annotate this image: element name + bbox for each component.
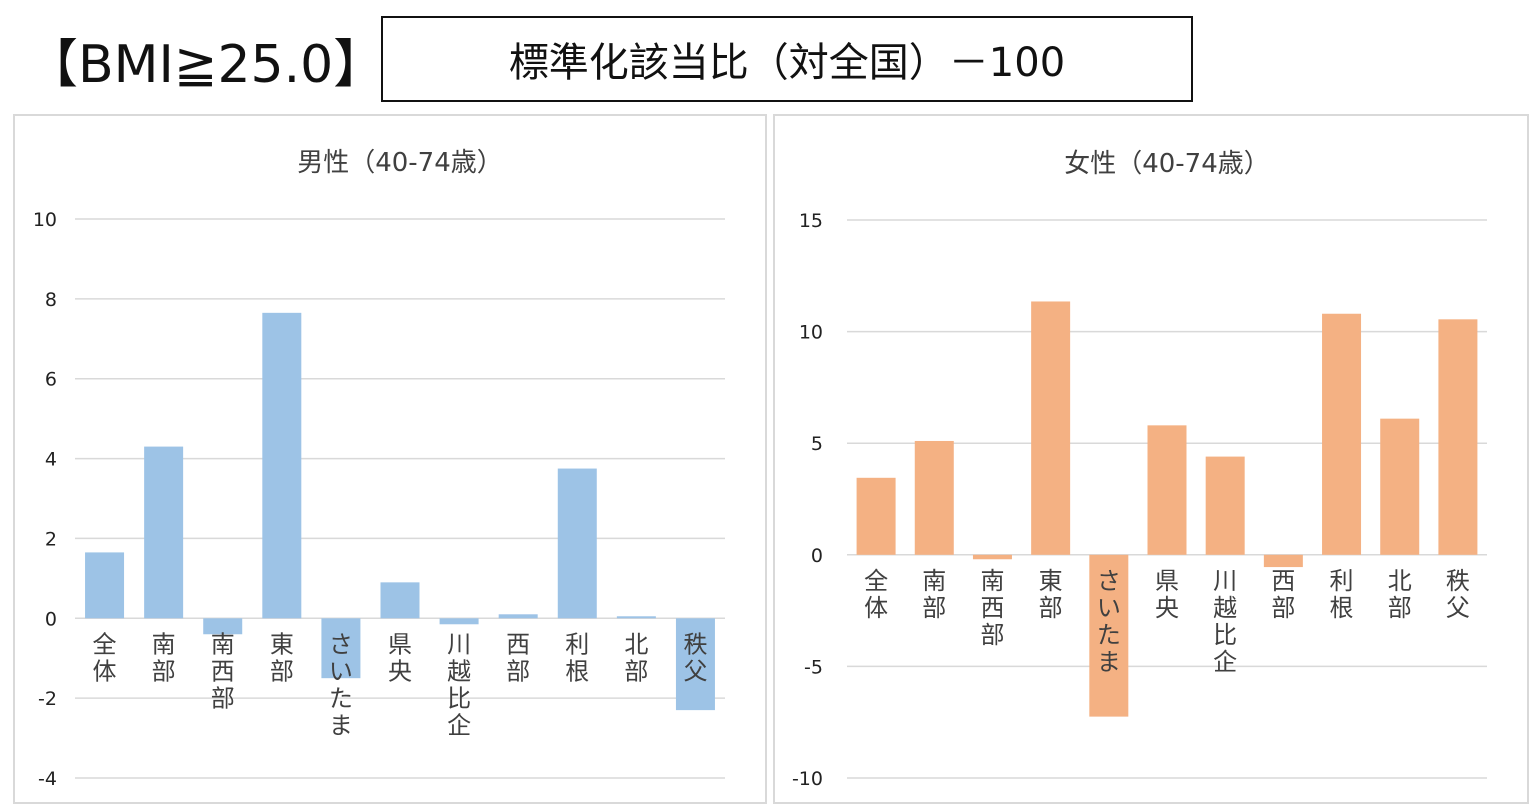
category-label: 全体 <box>93 630 117 685</box>
bar <box>85 552 125 619</box>
category-label: 北部 <box>1388 567 1412 622</box>
bar <box>1205 456 1245 555</box>
bar <box>972 554 1012 560</box>
bar <box>321 618 361 679</box>
category-label: 南部 <box>152 630 176 685</box>
category-label: 秩父 <box>1446 567 1470 622</box>
bar <box>1322 313 1362 555</box>
bar <box>1438 319 1478 555</box>
bar <box>856 477 896 555</box>
y-tick-label: 0 <box>45 608 57 630</box>
bar <box>1031 301 1071 555</box>
bar <box>262 312 302 619</box>
female-chart-panel: 女性（40-74歳） -10 -5 0 5 10 15 全体 南部 南西部 東部 さいたま 県央 川越比企… <box>773 114 1529 804</box>
y-tick-label: 2 <box>45 528 57 550</box>
category-label: 秩父 <box>683 630 707 685</box>
category-label: 東部 <box>1039 567 1063 622</box>
chart-title: 男性（40-74歳） <box>297 148 503 178</box>
category-label: 南西部 <box>980 567 1004 649</box>
category-label: 利根 <box>1330 567 1354 622</box>
male-chart-panel: 男性（40-74歳） -4 -2 0 2 4 6 8 10 全体 南部 南西部 東部 さいたま 県央 川越比企… <box>13 114 767 804</box>
bar <box>1089 554 1129 717</box>
subtitle-box: 標準化該当比（対全国）－100 <box>381 16 1193 102</box>
bar <box>1380 418 1420 555</box>
chart-title: 女性（40-74歳） <box>1064 149 1270 179</box>
category-label: 東部 <box>270 630 294 685</box>
page-title: 【BMI≧25.0】 <box>26 35 386 95</box>
y-tick-label: 15 <box>799 210 823 232</box>
y-tick-label: 4 <box>45 449 57 471</box>
bar <box>616 616 656 619</box>
y-tick-label: 0 <box>811 545 823 567</box>
y-tick-label: 10 <box>799 322 823 344</box>
category-label: 県央 <box>388 630 412 685</box>
y-tick-label: 8 <box>45 289 57 311</box>
bar <box>914 440 954 555</box>
bar <box>144 446 184 619</box>
category-label: さいたま <box>1097 567 1121 676</box>
bar <box>1263 554 1303 568</box>
y-tick-label: 10 <box>33 209 57 231</box>
category-label: さいたま <box>329 630 353 739</box>
category-label: 県央 <box>1155 567 1179 622</box>
subtitle-text: 標準化該当比（対全国）－100 <box>508 40 1066 86</box>
y-tick-label: -10 <box>792 768 823 790</box>
bar <box>675 618 715 711</box>
category-label: 西部 <box>506 630 530 685</box>
category-label: 南西部 <box>211 630 235 712</box>
bar <box>380 582 420 619</box>
category-label: 西部 <box>1271 567 1295 622</box>
bar <box>203 618 243 635</box>
bar <box>1147 425 1187 555</box>
y-tick-label: 6 <box>45 369 57 391</box>
bar <box>439 618 479 625</box>
category-label: 利根 <box>565 630 589 685</box>
bar <box>557 468 597 619</box>
y-tick-label: -2 <box>38 688 57 710</box>
category-label: 北部 <box>624 630 648 685</box>
category-label: 川越比企 <box>1213 567 1237 676</box>
category-label: 南部 <box>922 567 946 622</box>
bar <box>498 614 538 619</box>
y-tick-label: 5 <box>811 433 823 455</box>
category-label: 川越比企 <box>447 630 471 739</box>
y-tick-label: -5 <box>804 656 823 678</box>
category-label: 全体 <box>864 567 888 622</box>
y-tick-label: -4 <box>38 768 57 790</box>
